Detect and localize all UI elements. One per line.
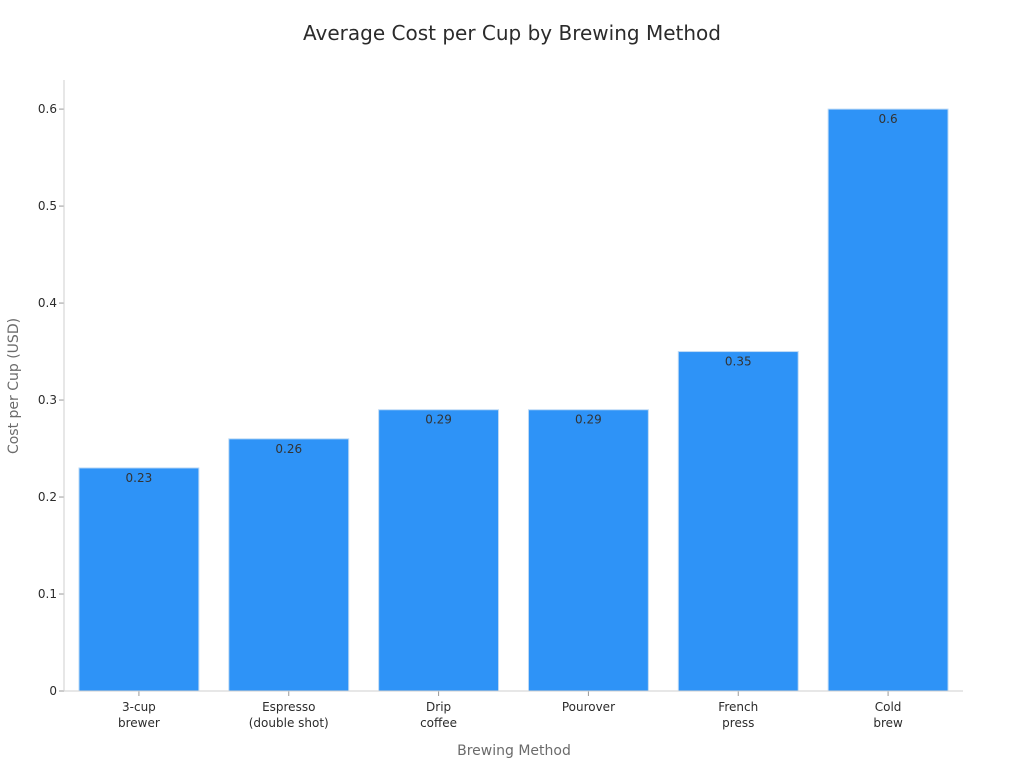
y-tick-label: 0.1 [38,587,57,601]
x-tick-label: press [722,716,754,730]
bar [677,351,799,692]
bar-value-label: 0.6 [879,112,898,126]
bar [827,108,949,692]
x-tick-label: Pourover [562,700,615,714]
bar [527,409,649,692]
x-tick-label: coffee [420,716,457,730]
bar [228,438,350,692]
y-axis-title: Cost per Cup (USD) [6,318,22,454]
y-tick-label: 0.4 [38,296,57,310]
y-axis-ticks: 0 0.1 0.2 0.3 0.4 0.5 0.6 [38,102,64,698]
bar-value-label: 0.23 [126,471,153,485]
y-tick-label: 0.2 [38,490,57,504]
bars-group [78,108,949,692]
bar [378,409,500,692]
bar-value-label: 0.29 [425,413,452,427]
x-tick-label: Cold [875,700,902,714]
bar-value-label: 0.26 [275,442,302,456]
x-tick-label: Drip [426,700,451,714]
bar-value-label: 0.35 [725,355,752,369]
x-tick-label: (double shot) [249,716,329,730]
x-axis-title: Brewing Method [457,743,571,759]
x-tick-label: French [718,700,758,714]
y-tick-label: 0.6 [38,102,57,116]
bar [78,467,200,692]
x-tick-label: 3-cup [122,700,156,714]
y-tick-label: 0.5 [38,199,57,213]
x-tick-label: Espresso [262,700,315,714]
x-axis-ticks: 3-cup brewer Espresso (double shot) Drip coff… [118,691,903,730]
data-labels-group: 0.23 0.26 0.29 0.29 0.35 0.6 [126,112,898,485]
y-tick-label: 0 [49,684,57,698]
x-tick-label: brew [873,716,903,730]
x-tick-label: brewer [118,716,160,730]
chart-title: Average Cost per Cup by Brewing Method [303,21,721,45]
bar-value-label: 0.29 [575,413,602,427]
y-tick-label: 0.3 [38,393,57,407]
